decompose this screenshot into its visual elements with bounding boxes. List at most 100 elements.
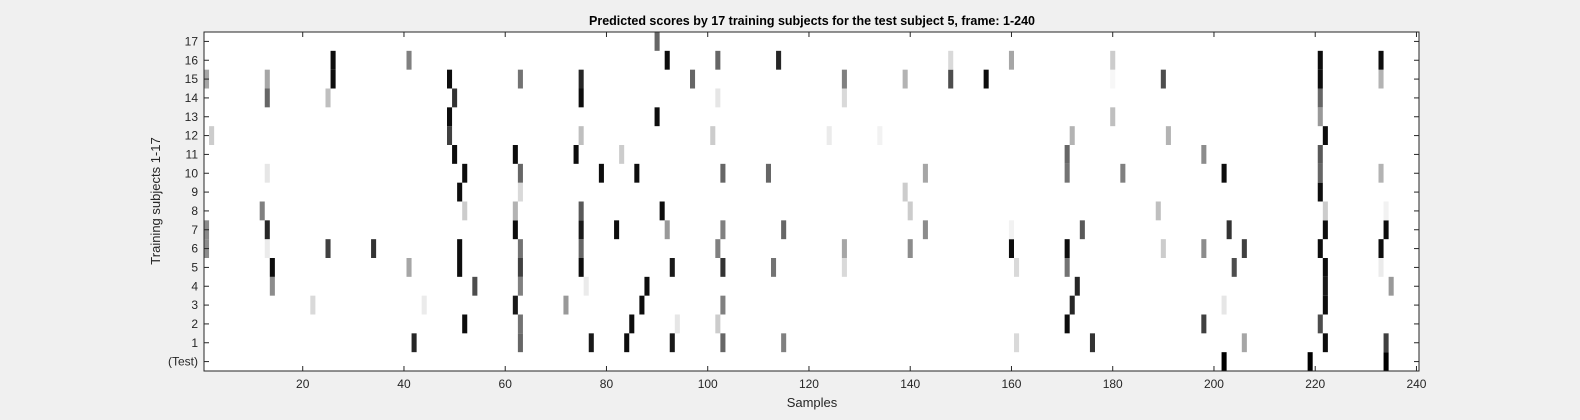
heatmap-cell — [720, 295, 726, 315]
heatmap-cell — [1322, 258, 1328, 277]
y-tick-label: 12 — [185, 129, 199, 143]
heatmap-cell — [1074, 276, 1080, 296]
heatmap-cell — [715, 88, 721, 108]
heatmap-cell — [1317, 314, 1323, 334]
heatmap-cell — [1383, 352, 1389, 371]
heatmap-cell — [922, 220, 928, 240]
heatmap-cell — [563, 295, 569, 315]
heatmap-cell — [457, 239, 463, 258]
heatmap-cell — [781, 333, 787, 353]
heatmap-cell — [720, 258, 726, 277]
heatmap-cell — [907, 201, 913, 221]
heatmap-cell — [1089, 333, 1095, 353]
heatmap-cell — [269, 258, 275, 277]
heatmap-cell — [447, 69, 453, 89]
heatmap-cell — [1378, 50, 1384, 70]
heatmap-cell — [578, 126, 584, 145]
heatmap-cell — [1120, 163, 1126, 183]
heatmap-cell — [841, 258, 847, 277]
x-tick-label: 220 — [1305, 377, 1325, 391]
x-tick-label: 180 — [1103, 377, 1123, 391]
y-tick-label: 14 — [185, 91, 199, 105]
heatmap-cell — [1241, 333, 1247, 353]
heatmap-cell — [578, 220, 584, 240]
heatmap-cell — [472, 276, 478, 296]
y-tick-label: 3 — [191, 298, 198, 312]
heatmap-cell — [654, 107, 660, 127]
heatmap-cell — [1378, 258, 1384, 277]
y-tick-label: 2 — [191, 317, 198, 331]
heatmap-cell — [877, 126, 883, 145]
heatmap-cell — [1110, 69, 1116, 89]
y-tick-label: 17 — [185, 34, 199, 48]
heatmap-cell — [720, 220, 726, 240]
heatmap-cell — [776, 50, 782, 70]
heatmap-cell — [1064, 258, 1070, 277]
heatmap-cell — [462, 201, 468, 221]
heatmap-cell — [659, 201, 665, 221]
y-tick-label: 13 — [185, 110, 199, 124]
heatmap-cell — [209, 126, 215, 145]
heatmap-cell — [1383, 201, 1389, 221]
heatmap-cell — [639, 295, 645, 315]
heatmap-cell — [1322, 220, 1328, 240]
heatmap-cell — [664, 220, 670, 240]
heatmap-cell — [765, 163, 771, 183]
y-tick-label: 4 — [191, 279, 198, 293]
heatmap-cell — [1008, 220, 1014, 240]
x-tick-label: 60 — [499, 377, 513, 391]
heatmap-cell — [619, 145, 625, 164]
heatmap-cell — [1226, 220, 1232, 240]
heatmap-cell — [457, 182, 463, 202]
heatmap-cell — [1160, 69, 1166, 89]
heatmap-cell — [411, 333, 417, 353]
heatmap-cell — [457, 258, 463, 277]
x-axis-label: Samples — [787, 395, 838, 410]
y-tick-label: 8 — [191, 204, 198, 218]
heatmap-cell — [1383, 220, 1389, 240]
heatmap-cell — [771, 258, 777, 277]
chart-title: Predicted scores by 17 training subjects… — [589, 14, 1035, 28]
heatmap-cell — [517, 258, 523, 277]
heatmap-cell — [462, 314, 468, 334]
heatmap-cell — [573, 145, 579, 164]
heatmap-cell — [512, 295, 518, 315]
heatmap-cell — [371, 239, 377, 258]
heatmap-cell — [948, 69, 954, 89]
heatmap-cell — [517, 69, 523, 89]
heatmap-cell — [654, 32, 660, 51]
heatmap-cell — [841, 239, 847, 258]
heatmap-cell — [406, 258, 412, 277]
heatmap-cell — [781, 220, 787, 240]
heatmap-cell — [1064, 163, 1070, 183]
y-tick-label: 16 — [185, 53, 199, 67]
heatmap-cell — [664, 50, 670, 70]
x-tick-label: 40 — [397, 377, 411, 391]
heatmap-cell — [1322, 276, 1328, 296]
x-tick-label: 140 — [900, 377, 920, 391]
heatmap-cell — [1201, 145, 1207, 164]
heatmap-cell — [264, 239, 270, 258]
heatmap-cell — [614, 220, 620, 240]
heatmap-cell — [264, 220, 270, 240]
heatmap-cell — [907, 239, 913, 258]
heatmap-cell — [1317, 107, 1323, 127]
heatmap-cell — [1322, 126, 1328, 145]
heatmap-cell — [1014, 333, 1020, 353]
heatmap-cell — [922, 163, 928, 183]
heatmap-cell — [1231, 258, 1237, 277]
heatmap-cell — [517, 182, 523, 202]
heatmap-cell — [669, 333, 675, 353]
x-axis: 20 40 60 80 100 120 140 160 180 200 220 240 — [296, 32, 1427, 391]
heatmap-cell — [1079, 220, 1085, 240]
heatmap-cell — [447, 126, 453, 145]
y-tick-label: 5 — [191, 260, 198, 274]
heatmap-cell — [1241, 239, 1247, 258]
heatmap-cell — [1317, 50, 1323, 70]
heatmap-cell — [269, 276, 275, 296]
heatmap-cell — [624, 333, 630, 353]
plot-area — [204, 32, 1419, 371]
heatmap-cell — [902, 69, 908, 89]
